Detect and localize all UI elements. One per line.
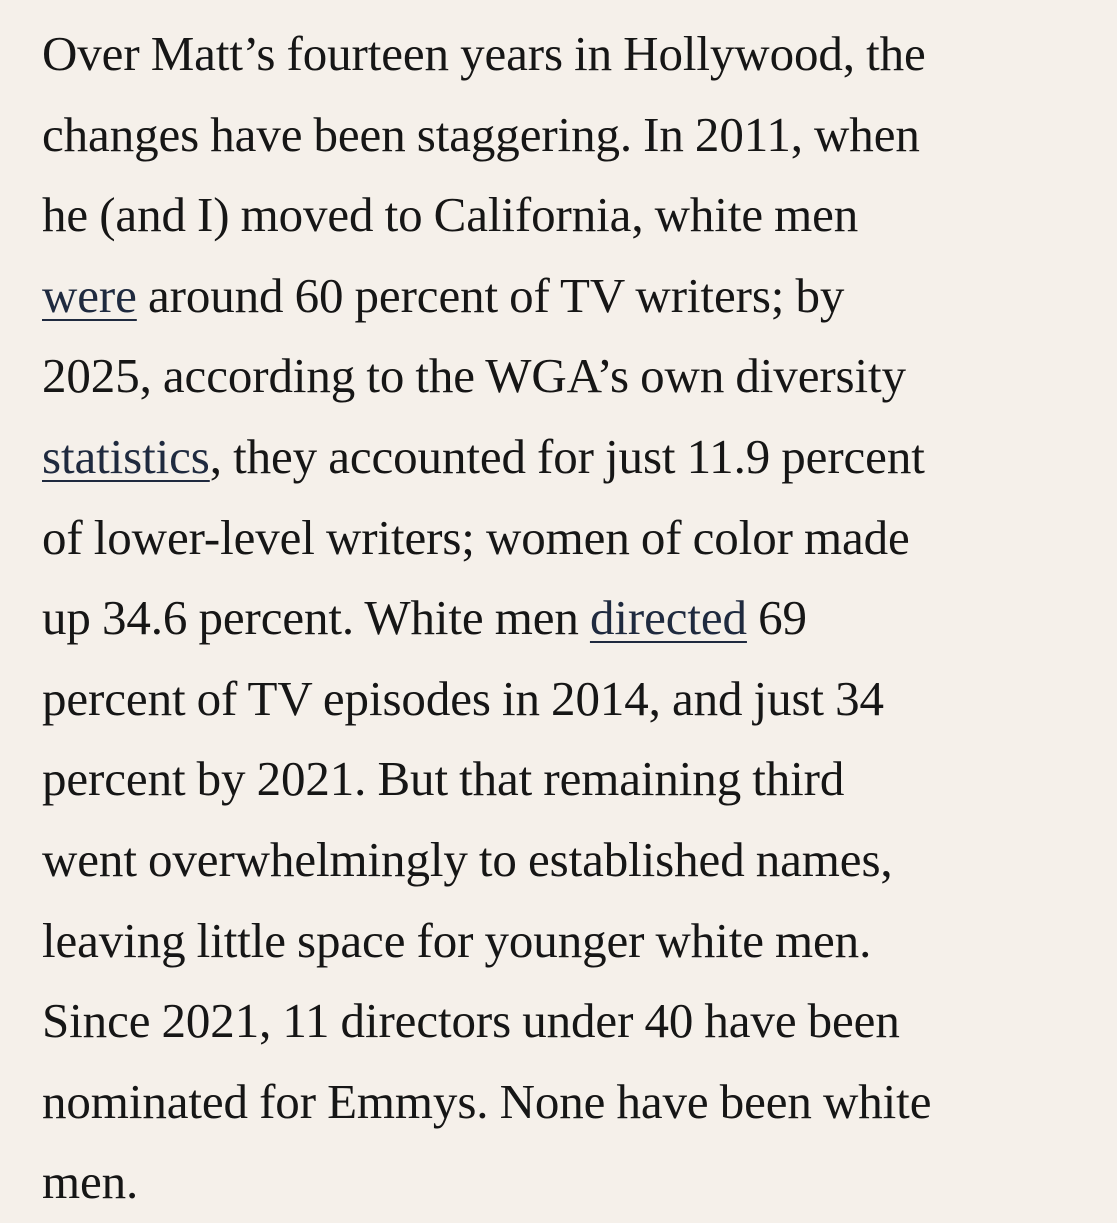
line-text: men. xyxy=(42,1154,139,1210)
line-text: of lower-level writers; women of color m… xyxy=(42,509,910,565)
paragraph-line: of lower-level writers; women of color m… xyxy=(42,498,1077,579)
paragraph-line: percent of TV episodes in 2014, and just… xyxy=(42,659,1077,740)
paragraph-line: went overwhelmingly to established names… xyxy=(42,820,1077,901)
line-text: 69 xyxy=(746,590,807,646)
paragraph-line: up 34.6 percent. White men directed 69 xyxy=(42,578,1077,659)
line-text: up 34.6 percent. White men xyxy=(42,590,590,646)
paragraph-line: nominated for Emmys. None have been whit… xyxy=(42,1062,1077,1143)
paragraph-line: percent by 2021. But that remaining thir… xyxy=(42,739,1077,820)
line-text: around 60 percent of TV writers; by xyxy=(136,267,845,323)
line-text: nominated for Emmys. None have been whit… xyxy=(42,1073,932,1129)
paragraph-line: changes have been staggering. In 2011, w… xyxy=(42,95,1077,176)
line-text: 2025, according to the WGA’s own diversi… xyxy=(42,348,906,404)
paragraph-line: Since 2021, 11 directors under 40 have b… xyxy=(42,981,1077,1062)
paragraph-line: he (and I) moved to California, white me… xyxy=(42,175,1077,256)
line-text: percent by 2021. But that remaining thir… xyxy=(42,751,845,807)
paragraph-line: were around 60 percent of TV writers; by xyxy=(42,256,1077,337)
line-text: leaving little space for younger white m… xyxy=(42,912,872,968)
line-text: he (and I) moved to California, white me… xyxy=(42,187,859,243)
were-link[interactable]: were xyxy=(42,267,137,323)
article-paragraph: Over Matt’s fourteen years in Hollywood,… xyxy=(42,14,1077,1223)
line-text: Since 2021, 11 directors under 40 have b… xyxy=(42,993,900,1049)
line-text: went overwhelmingly to established names… xyxy=(42,831,893,887)
directed-link[interactable]: directed xyxy=(589,590,747,646)
line-text: Over Matt’s fourteen years in Hollywood,… xyxy=(42,26,926,81)
line-text: , they accounted for just 11.9 percent xyxy=(209,428,925,484)
paragraph-line: leaving little space for younger white m… xyxy=(42,901,1077,982)
paragraph-line: Over Matt’s fourteen years in Hollywood,… xyxy=(42,14,1077,95)
line-text: percent of TV episodes in 2014, and just… xyxy=(42,670,884,726)
paragraph-line: statistics, they accounted for just 11.9… xyxy=(42,417,1077,498)
paragraph-line: 2025, according to the WGA’s own diversi… xyxy=(42,336,1077,417)
line-text: changes have been staggering. In 2011, w… xyxy=(42,106,920,162)
paragraph-line: men. xyxy=(42,1142,1077,1223)
statistics-link[interactable]: statistics xyxy=(42,428,210,484)
